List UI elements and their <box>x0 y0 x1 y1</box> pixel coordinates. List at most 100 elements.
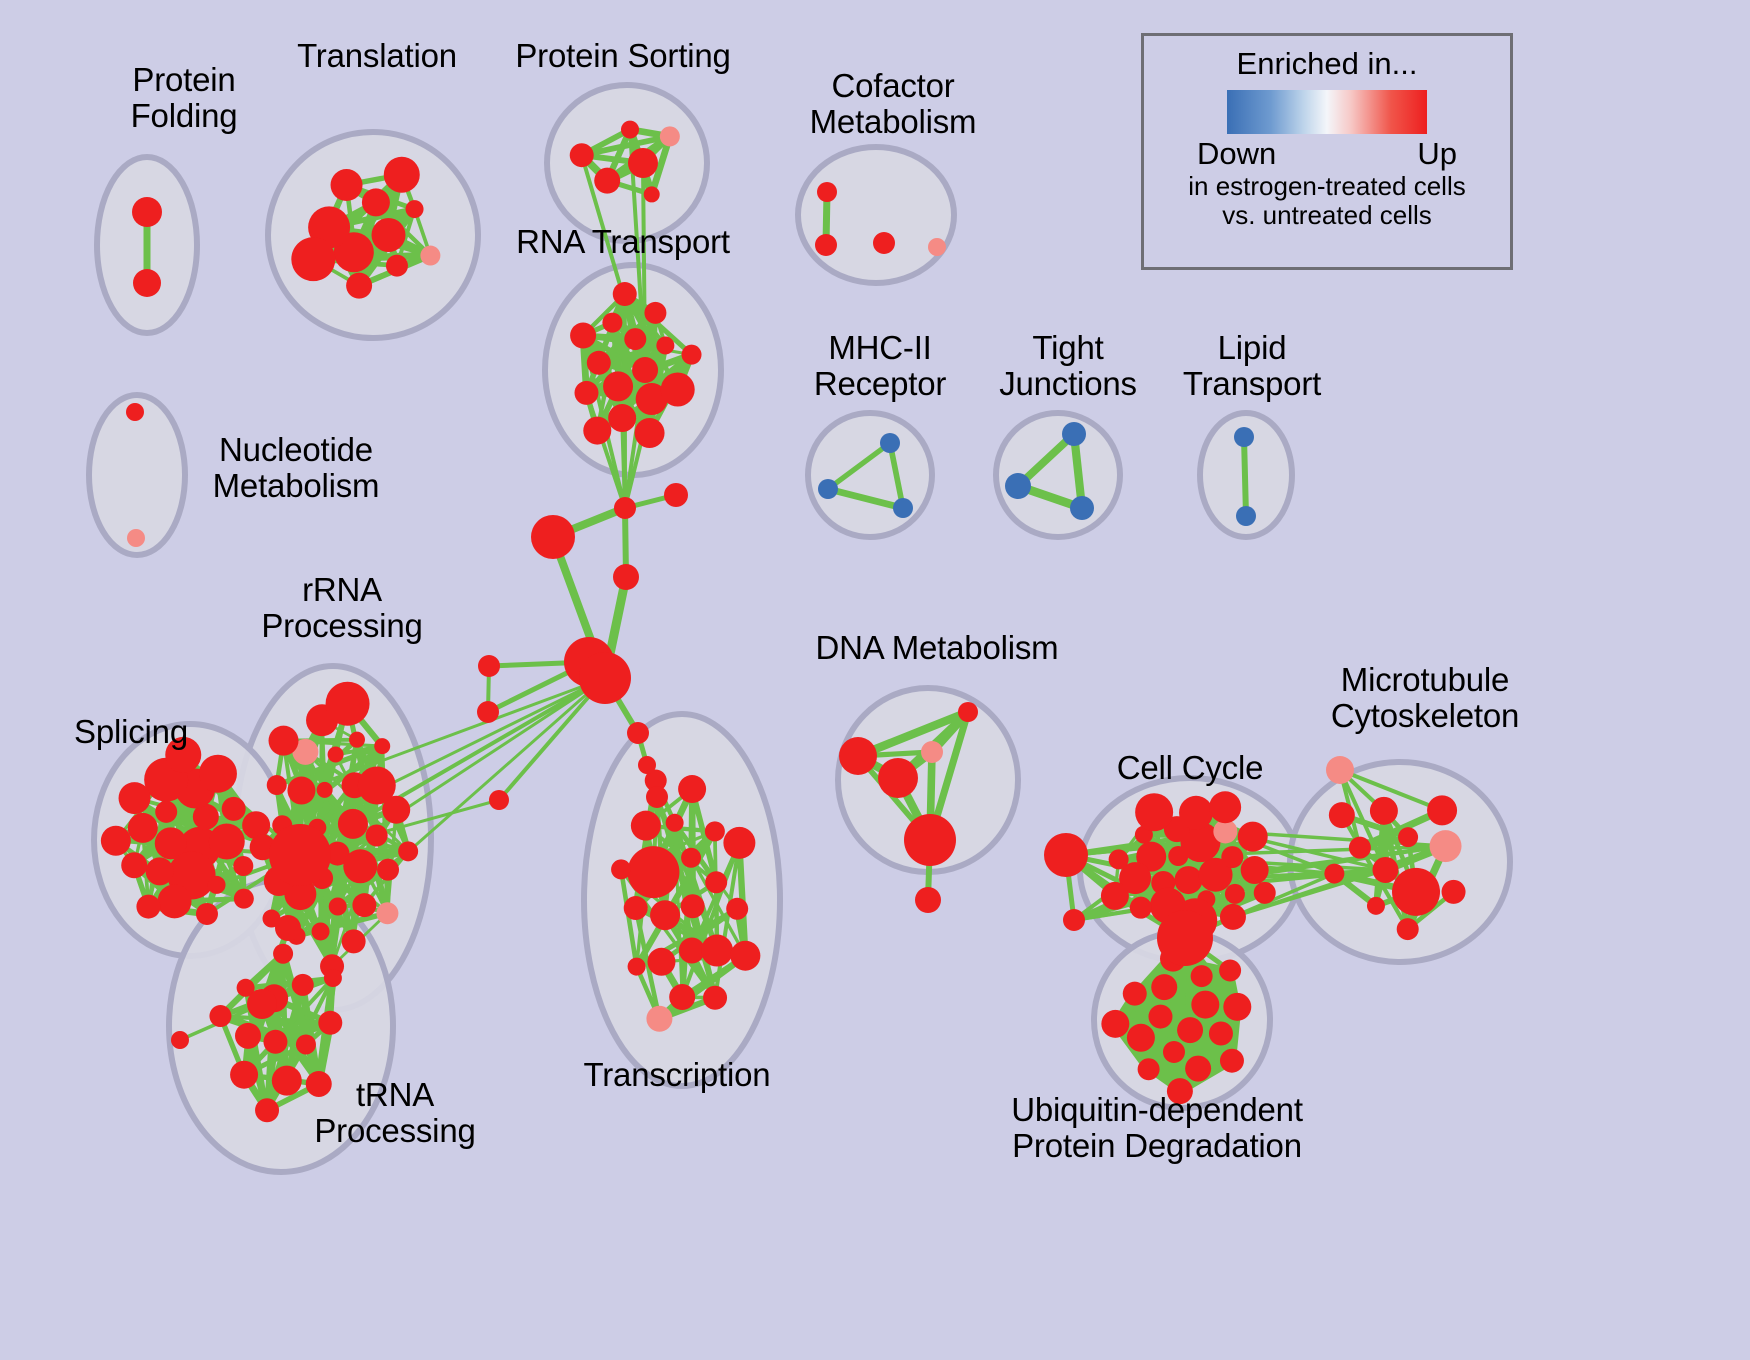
network-node <box>665 813 684 832</box>
network-edge <box>1338 768 1445 813</box>
network-node <box>343 849 378 884</box>
network-node <box>574 380 599 405</box>
network-node <box>271 1065 302 1096</box>
network-node <box>680 894 705 919</box>
network-edge <box>648 133 674 198</box>
network-node <box>583 416 612 445</box>
network-node <box>1108 849 1129 870</box>
network-node <box>1129 896 1152 919</box>
network-node <box>1326 756 1354 784</box>
network-node <box>235 1022 262 1049</box>
network-node <box>1237 821 1268 852</box>
network-node <box>928 238 946 256</box>
network-node <box>207 875 226 894</box>
network-node <box>1177 1017 1204 1044</box>
cluster-label-cell-cycle: Cell Cycle <box>1116 749 1264 786</box>
network-edge <box>824 485 907 512</box>
network-node <box>385 254 408 277</box>
network-node <box>352 893 377 918</box>
network-node <box>703 985 728 1010</box>
network-node <box>1190 965 1213 988</box>
network-node <box>624 328 647 351</box>
network-node <box>817 182 837 202</box>
network-node <box>100 825 131 856</box>
network-node <box>1148 1004 1173 1029</box>
cluster-label-transcription: Transcription <box>583 1056 771 1093</box>
network-node <box>398 841 419 862</box>
network-node <box>242 811 271 840</box>
network-node <box>1119 862 1152 895</box>
network-node <box>377 858 400 881</box>
network-node <box>1191 990 1220 1019</box>
network-node <box>361 188 390 217</box>
network-node <box>1180 822 1221 863</box>
cluster-ellipse <box>805 410 935 540</box>
network-node <box>255 1098 280 1123</box>
network-node <box>678 775 707 804</box>
network-node <box>268 725 299 756</box>
network-node <box>171 1031 189 1049</box>
network-node <box>638 756 656 774</box>
network-node <box>594 167 621 194</box>
network-node <box>531 515 575 559</box>
network-node <box>1044 833 1088 877</box>
network-edge <box>622 291 695 358</box>
network-node <box>647 947 676 976</box>
network-node <box>337 808 368 839</box>
network-node <box>603 371 634 402</box>
network-node <box>627 957 646 976</box>
cluster-label-translation: Translation <box>297 37 457 74</box>
network-node <box>1166 1078 1193 1105</box>
network-node <box>569 143 594 168</box>
network-node <box>681 344 702 365</box>
network-node <box>311 922 330 941</box>
network-node <box>266 775 287 796</box>
network-node <box>1208 1021 1233 1046</box>
network-node <box>627 846 680 899</box>
network-node <box>157 884 192 919</box>
network-node <box>915 887 941 913</box>
network-node <box>221 796 246 821</box>
network-node <box>1224 883 1245 904</box>
network-edge <box>825 440 893 492</box>
network-node <box>1253 881 1276 904</box>
network-node <box>316 781 333 798</box>
network-node <box>127 812 158 843</box>
network-node <box>1219 959 1242 982</box>
network-node <box>1100 881 1129 910</box>
legend-title: Enriched in... <box>1236 46 1418 81</box>
network-node <box>681 847 702 868</box>
network-node <box>1005 473 1031 499</box>
network-node <box>295 1034 316 1055</box>
network-node <box>630 810 661 841</box>
network-edge <box>618 867 639 969</box>
cluster-ellipse <box>795 144 957 286</box>
network-node <box>287 776 316 805</box>
network-node <box>613 564 639 590</box>
network-node <box>1234 427 1254 447</box>
cluster-label-nucleotide-metabolism: Nucleotide Metabolism <box>212 431 380 504</box>
network-node <box>1198 857 1233 892</box>
network-node <box>325 841 350 866</box>
network-node <box>1174 866 1203 895</box>
network-node <box>611 859 632 880</box>
network-edge <box>887 440 906 511</box>
network-node <box>1369 796 1398 825</box>
legend-high-label: Up <box>1417 136 1457 171</box>
cluster-label-dna-metabolism: DNA Metabolism <box>815 629 1059 666</box>
network-node <box>656 336 675 355</box>
network-node <box>1427 795 1458 826</box>
legend-panel: Enriched in... Down Up in estrogen-treat… <box>1141 33 1513 270</box>
network-node <box>348 731 365 748</box>
network-node <box>477 701 499 723</box>
cluster-label-trna-processing: tRNA Processing <box>314 1076 476 1149</box>
network-node <box>371 218 406 252</box>
network-node <box>291 973 314 996</box>
network-node <box>269 824 331 886</box>
network-node <box>701 934 734 967</box>
network-node <box>291 237 336 282</box>
network-node <box>328 897 347 916</box>
network-node <box>233 888 254 909</box>
